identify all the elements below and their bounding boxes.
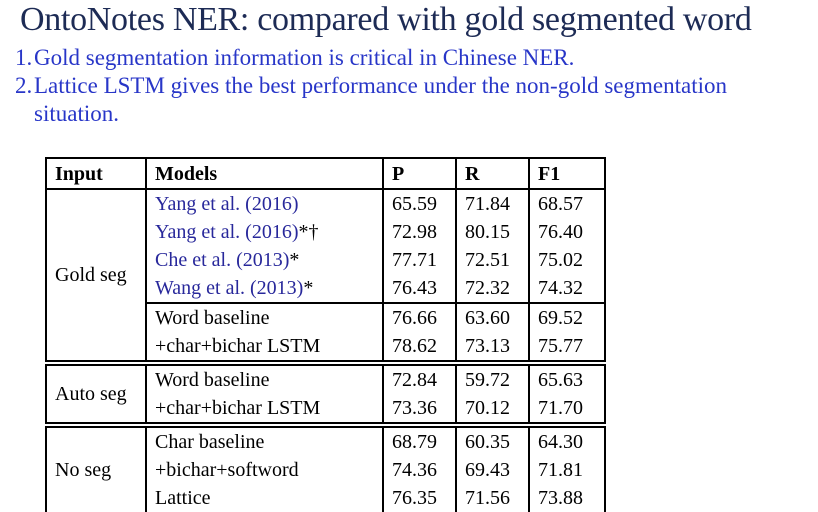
table-row: Yang et al. (2016)*† 72.98 80.15 76.40	[46, 218, 605, 246]
cell-p: 72.98	[382, 218, 456, 246]
cell-f1: 75.77	[528, 332, 605, 363]
input-cell-no-seg: No seg	[45, 425, 146, 512]
model-cell: +bichar+softword	[145, 456, 383, 484]
model-cell: Word baseline	[145, 363, 383, 394]
model-cell: +char+bichar LSTM	[145, 332, 383, 363]
group-auto-seg: Auto seg Word baseline 72.84 59.72 65.63…	[45, 363, 605, 425]
cell-f1: 64.30	[528, 425, 605, 456]
cell-r: 60.35	[455, 425, 529, 456]
model-cell: Char baseline	[145, 425, 383, 456]
table-row: Auto seg Word baseline 72.84 59.72 65.63	[45, 363, 605, 425]
bullet-list: 1.Gold segmentation information is criti…	[15, 44, 807, 128]
table-row: +char+bichar LSTM 78.62 73.13 75.77	[46, 332, 605, 363]
cell-f1: 75.02	[528, 246, 605, 274]
citation-text: Che et al. (2013)	[155, 249, 290, 271]
model-cell: Yang et al. (2016)	[145, 189, 383, 218]
cell-r: 71.56	[455, 484, 529, 512]
cell-p: 76.35	[382, 484, 456, 512]
cell-r: 70.12	[455, 394, 529, 425]
table-row: Che et al. (2013)* 77.71 72.51 75.02	[46, 246, 605, 274]
bullet-number: 2.	[15, 73, 33, 98]
header-p: P	[382, 158, 456, 190]
cell-f1: 71.70	[528, 394, 605, 425]
cell-r: 63.60	[455, 302, 529, 332]
model-cell: Yang et al. (2016)*†	[145, 218, 383, 246]
cell-f1: 74.32	[528, 274, 605, 303]
cell-r: 72.51	[455, 246, 529, 274]
input-cell-auto-seg: Auto seg	[45, 363, 146, 425]
results-table: Input Models P R F1 Gold seg Yang et al.…	[45, 157, 606, 512]
group-no-seg: No seg Char baseline 68.79 60.35 64.30 +…	[45, 425, 605, 512]
group-gold-seg: Gold seg Yang et al. (2016) 65.59 71.84 …	[45, 189, 605, 363]
cell-f1: 68.57	[528, 189, 605, 218]
cell-f1: 69.52	[528, 302, 605, 332]
cell-p: 65.59	[382, 189, 456, 218]
header-row: Input Models P R F1	[45, 158, 605, 190]
table-row: +char+bichar LSTM 73.36 70.12 71.70	[46, 394, 605, 425]
citation-markers: *†	[298, 221, 319, 243]
bullet-text: Gold segmentation information is critica…	[34, 45, 575, 70]
cell-r: 72.32	[455, 274, 529, 303]
citation-markers: *	[303, 277, 314, 299]
model-cell: +char+bichar LSTM	[145, 394, 383, 425]
cell-f1: 65.63	[528, 363, 605, 394]
bullet-point-1: 1.Gold segmentation information is criti…	[15, 44, 807, 72]
citation-markers: *	[289, 249, 300, 271]
cell-p: 78.62	[382, 332, 456, 363]
table-row: +bichar+softword 74.36 69.43 71.81	[46, 456, 605, 484]
citation-text: Yang et al. (2016)	[155, 193, 299, 215]
citation-text: Wang et al. (2013)	[155, 277, 304, 299]
cell-r: 59.72	[455, 363, 529, 394]
cell-p: 72.84	[382, 363, 456, 394]
table-row: No seg Char baseline 68.79 60.35 64.30	[45, 425, 605, 512]
header-models: Models	[145, 158, 383, 190]
cell-r: 73.13	[455, 332, 529, 363]
table-header: Input Models P R F1	[45, 158, 605, 190]
table-row: Gold seg Yang et al. (2016) 65.59 71.84 …	[45, 189, 605, 363]
model-cell: Wang et al. (2013)*	[145, 274, 383, 303]
cell-p: 74.36	[382, 456, 456, 484]
bullet-point-2: 2.Lattice LSTM gives the best performanc…	[15, 72, 807, 128]
header-f1: F1	[528, 158, 605, 190]
cell-p: 77.71	[382, 246, 456, 274]
cell-p: 73.36	[382, 394, 456, 425]
model-cell: Che et al. (2013)*	[145, 246, 383, 274]
cell-f1: 76.40	[528, 218, 605, 246]
table-row: Lattice 76.35 71.56 73.88	[46, 484, 605, 512]
slide-title: OntoNotes NER: compared with gold segmen…	[20, 1, 752, 38]
header-r: R	[455, 158, 529, 190]
table-row: Wang et al. (2013)* 76.43 72.32 74.32	[46, 274, 605, 303]
cell-r: 69.43	[455, 456, 529, 484]
model-cell: Lattice	[145, 484, 383, 512]
header-input: Input	[45, 158, 146, 190]
cell-f1: 73.88	[528, 484, 605, 512]
table-row: Word baseline 76.66 63.60 69.52	[46, 302, 605, 332]
input-cell-gold-seg: Gold seg	[45, 189, 146, 363]
bullet-number: 1.	[15, 45, 33, 70]
cell-r: 71.84	[455, 189, 529, 218]
cell-p: 76.43	[382, 274, 456, 303]
cell-f1: 71.81	[528, 456, 605, 484]
cell-r: 80.15	[455, 218, 529, 246]
model-cell: Word baseline	[145, 302, 383, 332]
cell-p: 76.66	[382, 302, 456, 332]
cell-p: 68.79	[382, 425, 456, 456]
bullet-text: Lattice LSTM gives the best performance …	[34, 73, 727, 126]
citation-text: Yang et al. (2016)	[155, 221, 299, 243]
